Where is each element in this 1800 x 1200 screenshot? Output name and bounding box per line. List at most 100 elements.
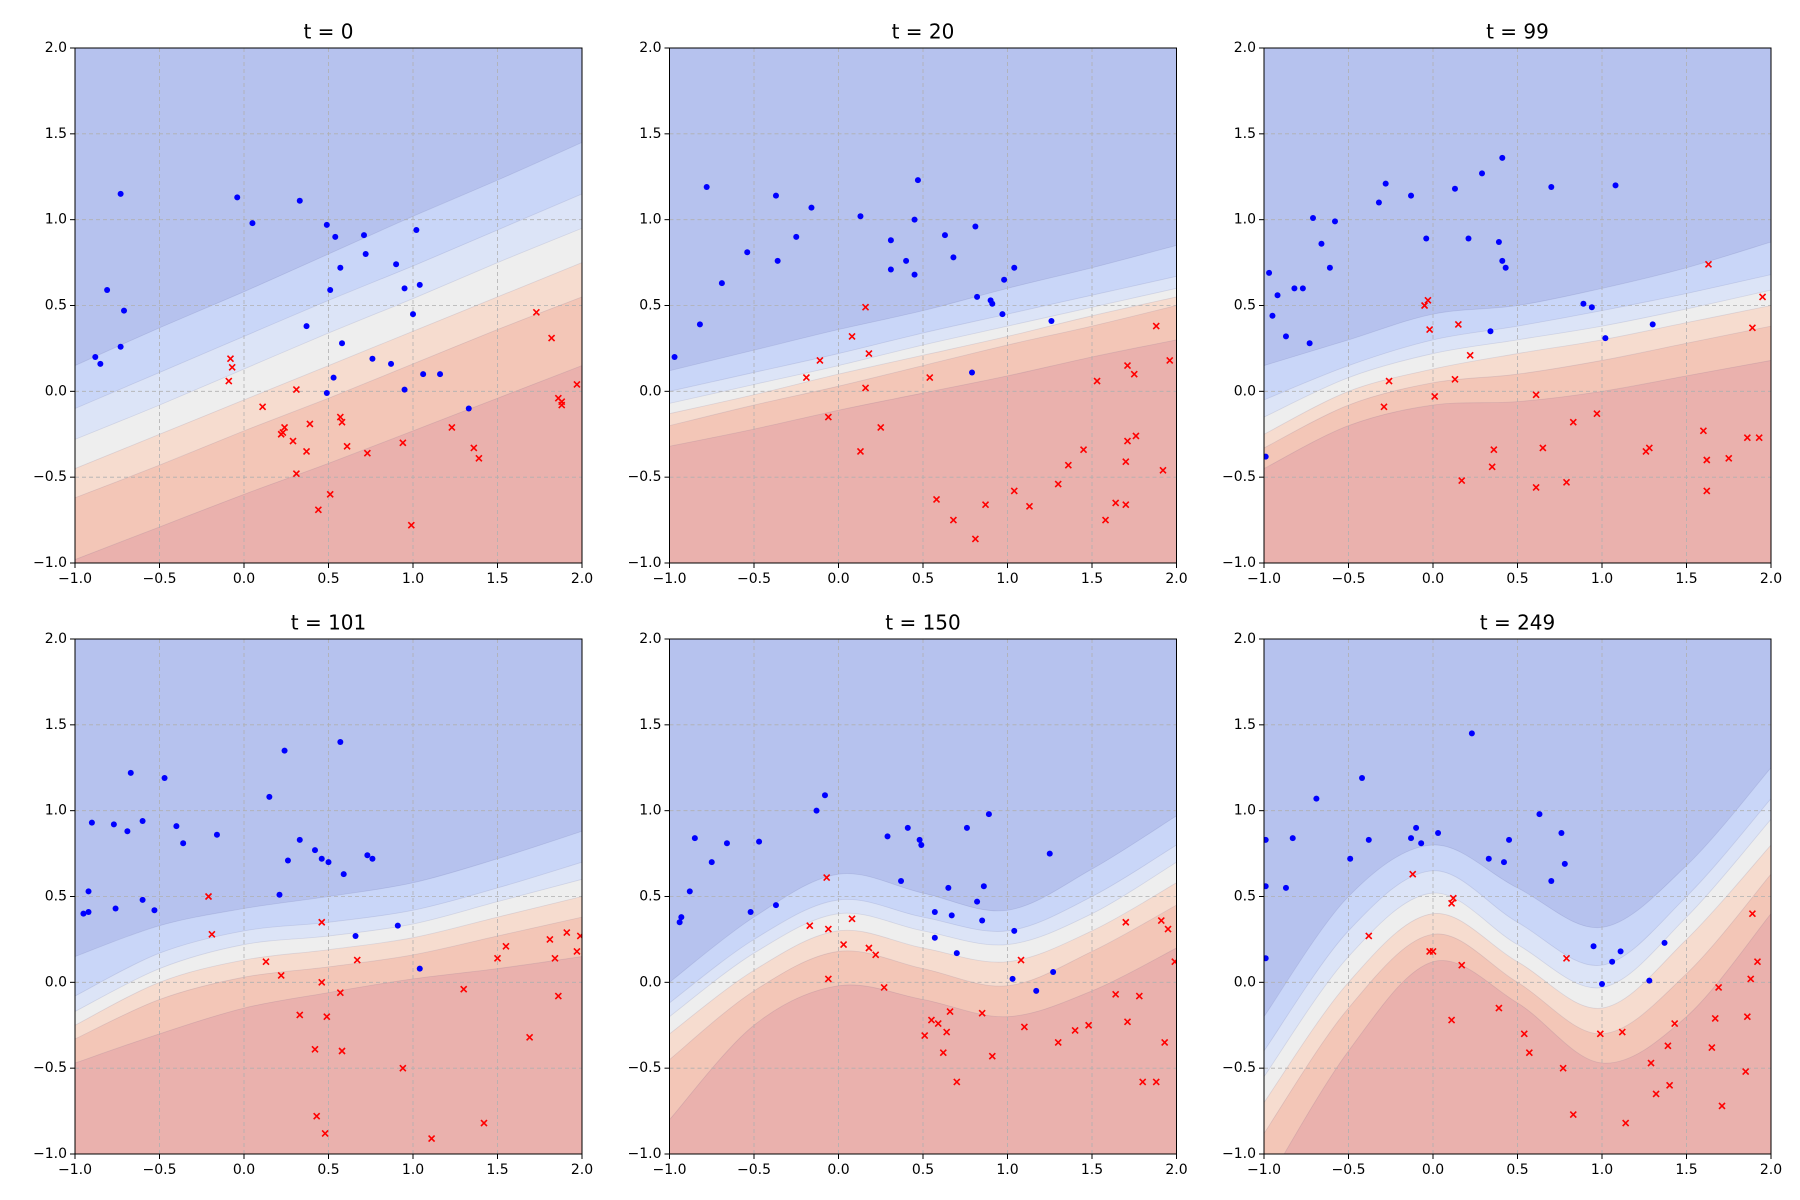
x-tick-label: 0.5 [1506, 571, 1528, 587]
x-tick-label: 0.0 [827, 571, 849, 587]
point [413, 226, 420, 233]
point [416, 281, 423, 288]
point [1408, 835, 1415, 842]
point [1365, 932, 1373, 940]
point [1652, 1090, 1660, 1098]
point [1548, 878, 1555, 885]
point [1448, 1016, 1456, 1024]
point [428, 1134, 436, 1143]
point [1079, 446, 1088, 454]
point [1152, 1078, 1160, 1086]
point [1646, 977, 1653, 984]
point [1704, 260, 1713, 268]
point [532, 308, 540, 316]
x-tick-label: 0.0 [1422, 1162, 1444, 1178]
point [1264, 883, 1269, 890]
point [1612, 182, 1619, 189]
plot-area [75, 48, 582, 563]
point [1050, 969, 1057, 976]
point [821, 792, 828, 799]
point [950, 254, 957, 261]
point [1161, 1038, 1169, 1046]
y-tick-label: −1.0 [1222, 555, 1256, 571]
point [420, 371, 427, 378]
subplot-title: t = 150 [885, 611, 961, 635]
x-tick-label: −0.5 [1332, 571, 1366, 587]
y-tick-label: −1.0 [1222, 1146, 1256, 1162]
point [1593, 410, 1601, 418]
point [1017, 956, 1025, 964]
point [840, 941, 848, 949]
y-tick-label: 1.5 [1234, 717, 1256, 733]
point [277, 430, 285, 438]
contour-band [1283, 913, 1771, 1154]
point [747, 908, 754, 915]
point [1485, 855, 1492, 862]
point [470, 444, 478, 452]
point [437, 371, 444, 378]
point [1466, 351, 1474, 359]
point [1382, 180, 1389, 187]
point [313, 1112, 321, 1120]
point [1266, 269, 1273, 276]
point [336, 413, 344, 421]
point [551, 954, 559, 962]
point [104, 287, 111, 294]
point [1122, 458, 1130, 466]
x-tick-label: 0.5 [912, 1162, 934, 1178]
point [323, 390, 330, 397]
point [1132, 432, 1140, 440]
subplot: −1.0 −0.5 0.0 0.5 1.0 1.5 2.0 −1.0 −0.5 0.0 0.5 1.0… [628, 611, 1188, 1179]
y-tick-label: 1.0 [45, 803, 67, 819]
point [318, 855, 325, 862]
subplot: −1.0 −0.5 0.0 0.5 1.0 1.5 2.0 −1.0 −0.5 0.0 0.5 1.0… [1222, 611, 1782, 1179]
point [1071, 1026, 1079, 1034]
point [262, 958, 270, 966]
point [161, 775, 168, 782]
point [139, 817, 146, 824]
x-tick-label: 2.0 [1760, 571, 1782, 587]
point [861, 303, 870, 311]
point [1506, 836, 1513, 843]
point [249, 220, 256, 227]
y-tick-label: −0.5 [1222, 469, 1256, 485]
point [502, 942, 510, 950]
x-tick-label: −1.0 [653, 571, 687, 587]
x-tick-label: 1.0 [402, 1162, 424, 1178]
x-tick-label: −0.5 [143, 1162, 177, 1178]
y-tick-label: 0.5 [1234, 889, 1256, 905]
subplot-title: t = 0 [303, 20, 353, 44]
point [360, 232, 367, 239]
point [1449, 894, 1457, 902]
point [916, 836, 923, 843]
point [180, 840, 187, 847]
point [903, 257, 910, 264]
point [1011, 264, 1018, 271]
point [985, 811, 992, 818]
point [277, 971, 285, 980]
y-tick-label: −0.5 [1222, 1060, 1256, 1076]
point [1429, 947, 1437, 955]
point [974, 293, 981, 300]
point [1488, 463, 1496, 471]
point [339, 340, 346, 347]
point [1409, 870, 1417, 878]
point [325, 859, 332, 866]
point [1025, 502, 1034, 510]
point [1588, 304, 1595, 311]
point [926, 374, 934, 382]
point [460, 985, 468, 993]
point [1703, 456, 1711, 464]
point [1532, 391, 1540, 399]
point [1748, 910, 1756, 918]
point [806, 922, 814, 930]
y-tick-label: −1.0 [33, 555, 67, 571]
y-tick-label: −1.0 [628, 555, 662, 571]
point [793, 233, 800, 240]
point [1532, 483, 1540, 492]
point [280, 423, 289, 431]
point [1310, 214, 1317, 221]
y-tick-label: 0.0 [639, 383, 661, 399]
point [124, 828, 131, 835]
point [887, 237, 894, 244]
